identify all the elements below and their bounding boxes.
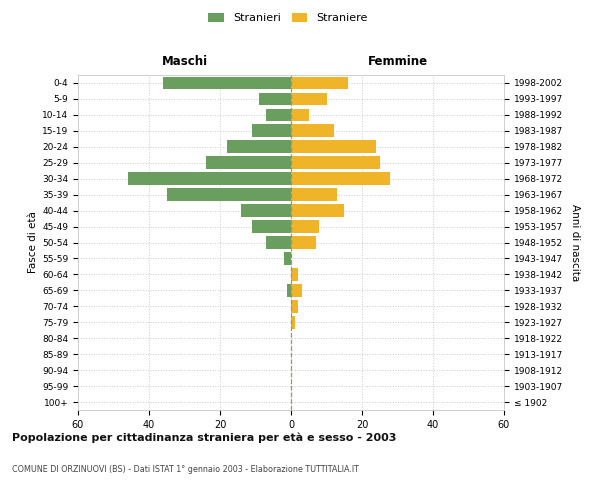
Bar [291,92,326,106]
Bar [291,156,380,169]
Text: Maschi: Maschi [161,56,208,68]
Bar [287,284,291,296]
Text: Popolazione per cittadinanza straniera per età e sesso - 2003: Popolazione per cittadinanza straniera p… [12,432,397,443]
Text: COMUNE DI ORZINUOVI (BS) - Dati ISTAT 1° gennaio 2003 - Elaborazione TUTTITALIA.: COMUNE DI ORZINUOVI (BS) - Dati ISTAT 1°… [12,465,359,474]
Y-axis label: Anni di nascita: Anni di nascita [569,204,580,281]
Bar [291,108,309,122]
Bar [291,204,344,217]
Bar [259,92,291,106]
Text: Femmine: Femmine [367,56,428,68]
Bar [252,124,291,137]
Bar [266,236,291,249]
Bar [163,76,291,90]
Bar [291,76,348,90]
Bar [291,188,337,201]
Bar [227,140,291,153]
Bar [291,268,298,281]
Legend: Stranieri, Straniere: Stranieri, Straniere [204,8,372,28]
Bar [291,220,319,233]
Bar [291,172,391,185]
Bar [284,252,291,265]
Bar [206,156,291,169]
Bar [167,188,291,201]
Bar [252,220,291,233]
Bar [291,140,376,153]
Bar [291,236,316,249]
Bar [291,316,295,328]
Bar [291,300,298,312]
Bar [128,172,291,185]
Bar [266,108,291,122]
Bar [291,124,334,137]
Y-axis label: Fasce di età: Fasce di età [28,212,38,274]
Bar [241,204,291,217]
Bar [291,284,302,296]
